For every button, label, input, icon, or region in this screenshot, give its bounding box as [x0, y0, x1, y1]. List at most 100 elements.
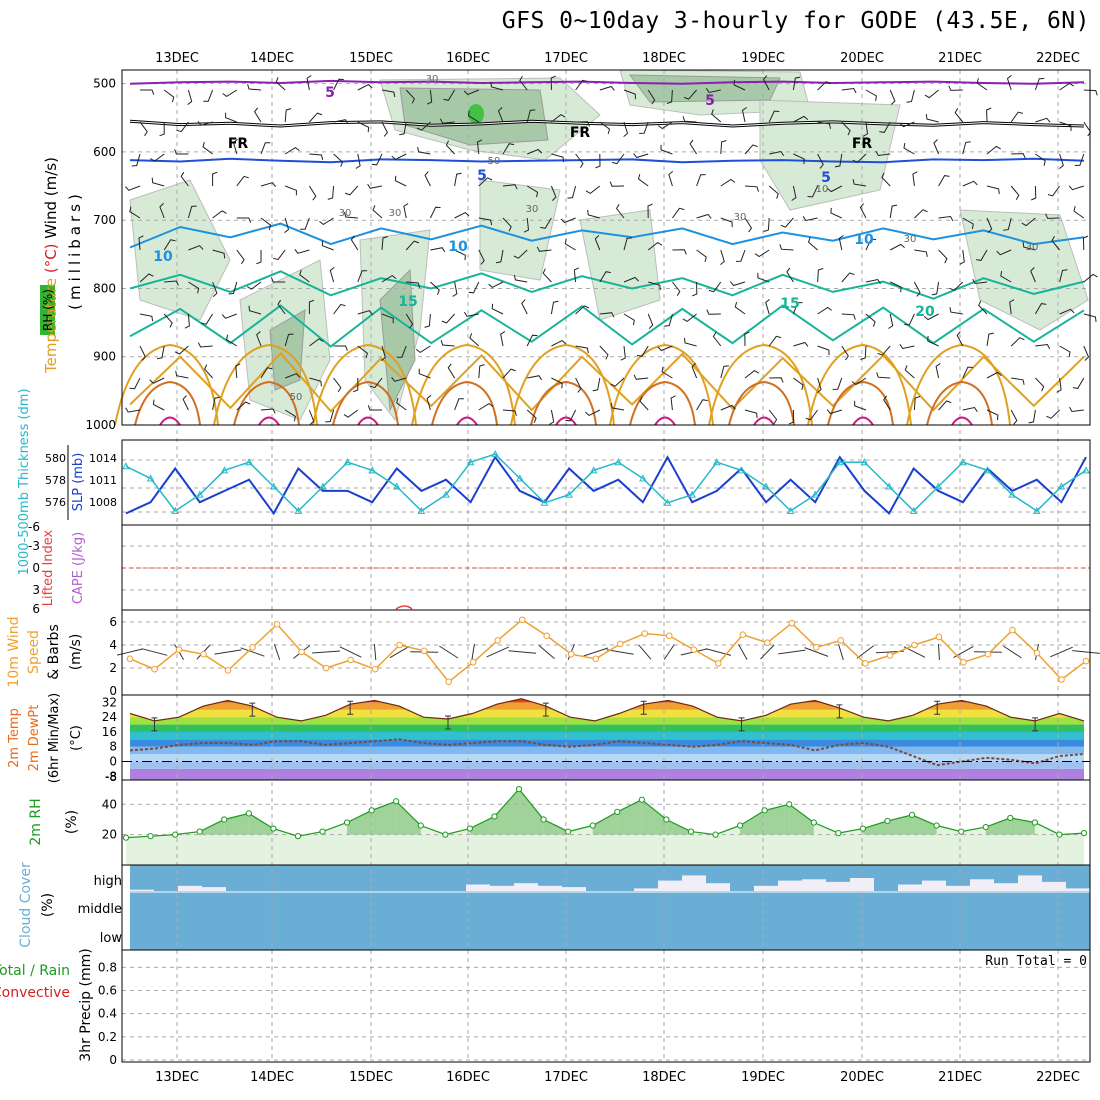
wind10-marker: [518, 616, 526, 624]
wind-barb: [889, 204, 898, 219]
wind-barb: [236, 175, 249, 187]
wind-barb: [513, 249, 528, 259]
rh-shading: [759, 99, 901, 211]
rh2m-marker: [589, 822, 596, 829]
rh2m-marker: [638, 796, 645, 803]
wind-barb: [564, 238, 576, 251]
hot-isotherm-arc: [926, 380, 993, 426]
wind-barb: [163, 239, 176, 251]
wind-barb: [817, 268, 824, 283]
panel-frame-precip: [121, 949, 1091, 1063]
rh2m-marker: [442, 831, 449, 838]
wind-barb: [769, 150, 785, 156]
wind10-barb: [471, 643, 475, 661]
isotherm-label: 10: [153, 249, 173, 265]
wind-barb: [1074, 153, 1085, 166]
rh2m-marker: [319, 828, 326, 835]
wind-barb: [696, 249, 707, 263]
wind-barb: [1035, 343, 1051, 350]
rh2m-area-peak: [347, 810, 372, 835]
rh2m-marker: [466, 825, 473, 832]
slp-marker: [245, 458, 253, 466]
wind10-barb: [1050, 646, 1073, 658]
wind-barb: [526, 409, 537, 423]
cloud-high-gap: [802, 879, 826, 891]
wind-barb: [1072, 377, 1085, 389]
wind-barb: [125, 407, 141, 413]
rh2m-area-peak: [371, 801, 397, 835]
rh-contour-label: 50: [290, 392, 303, 403]
wind-barb: [284, 217, 290, 233]
wind-barb: [841, 272, 855, 283]
wind-barb: [599, 85, 615, 91]
wind-barb: [424, 171, 431, 187]
wind-barb: [490, 81, 504, 91]
wind-barb: [889, 243, 905, 251]
wind-barb: [478, 364, 485, 379]
wind-barb: [502, 184, 518, 190]
rh2m-area-peak: [543, 819, 569, 835]
wind-barb: [445, 140, 455, 155]
cloud-high-gap: [850, 878, 874, 891]
pressure-tick-label: 600: [93, 145, 116, 159]
wind10-ylabel: (m/s): [68, 634, 84, 671]
rh2m-marker: [491, 813, 498, 820]
wind-barb: [497, 107, 504, 123]
wind-barb: [1059, 345, 1071, 357]
rh-contour-label: 10: [816, 184, 829, 195]
slp-marker: [565, 490, 573, 498]
wind-barb: [696, 174, 706, 187]
temp-band: [130, 724, 1084, 732]
wind10-marker: [1058, 676, 1065, 683]
wind-barb: [765, 299, 770, 315]
wind-barb: [131, 153, 141, 167]
wind-barb: [308, 185, 317, 201]
wind-barb: [468, 281, 480, 294]
wind10-marker: [126, 655, 134, 663]
wind-barb: [551, 377, 563, 389]
wind-barb: [927, 335, 939, 347]
wind-barb: [273, 249, 286, 261]
wind-barb: [817, 306, 832, 315]
wind-barb: [877, 345, 891, 356]
wind-barb: [429, 206, 441, 219]
cloud-high-gap: [538, 885, 562, 891]
wind-barb: [1021, 217, 1036, 227]
wind10-barb: [938, 643, 940, 661]
wind-barb: [502, 409, 517, 416]
wind10-ylabel: & Barbs: [46, 624, 62, 680]
rh-saturation-spot: [468, 104, 484, 124]
stability-tick-label: 6: [32, 602, 40, 616]
wind-barb: [418, 368, 431, 379]
wind-barb: [660, 144, 673, 155]
wind-barb: [352, 378, 359, 393]
wind-barb: [889, 89, 896, 105]
wind-barb: [720, 249, 725, 265]
wind-barb: [938, 175, 950, 187]
wind-barb: [417, 146, 431, 155]
upper-ylabel: Temperature (°C) Wind (m/s): [42, 157, 60, 374]
wind-barb: [521, 299, 528, 315]
wind10-barb: [389, 645, 410, 659]
wind-barb: [164, 280, 179, 286]
wind-barb: [440, 340, 455, 347]
isotherm-label: 15: [780, 296, 799, 312]
wind-barb: [711, 109, 722, 123]
stability-tick-label: -6: [28, 520, 40, 534]
wind10-marker: [616, 640, 624, 648]
wind-barb: [396, 345, 407, 358]
temp2m-ylabel: 2m DewPt: [27, 705, 42, 772]
date-label-bottom: 13DEC: [155, 1070, 199, 1085]
wind10-marker: [813, 644, 820, 651]
rh-contour-label: 30: [426, 74, 439, 85]
wind-barb: [986, 217, 993, 233]
rh2m-marker: [122, 834, 130, 841]
slp-marker: [269, 482, 278, 490]
wind-barb: [780, 217, 794, 228]
slp-marker: [540, 498, 549, 506]
slp-marker: [220, 466, 229, 474]
wind-barb: [551, 153, 564, 163]
wind-barb: [788, 409, 795, 425]
wind-barb: [862, 121, 869, 137]
wind-barb: [519, 75, 528, 91]
